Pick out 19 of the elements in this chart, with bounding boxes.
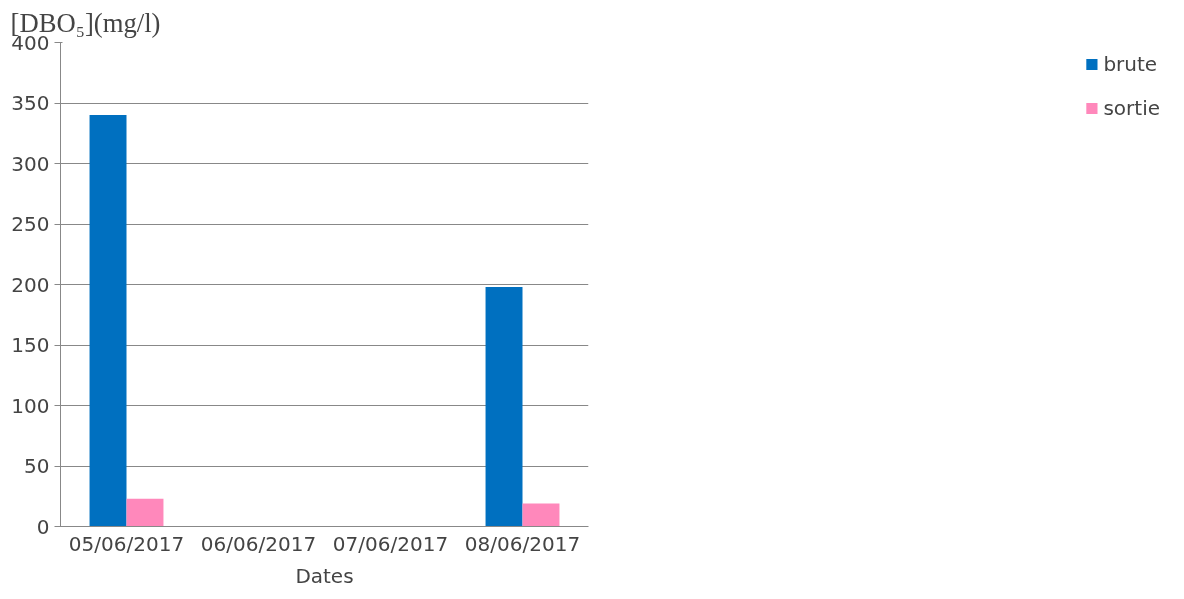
x-tick-label: 06/06/2017 [200, 531, 317, 556]
y-tick-label: 250 [11, 212, 50, 236]
x-tick-label: 07/06/2017 [332, 531, 449, 556]
bar [522, 503, 560, 527]
x-tick-label: 05/06/2017 [68, 531, 185, 556]
x-tick-label: 08/06/2017 [464, 531, 581, 556]
legend-label: brute [1103, 52, 1158, 76]
y-tick-label: 150 [11, 333, 50, 357]
x-axis-title: Dates [295, 563, 354, 588]
legend-label: sortie [1103, 96, 1160, 120]
y-tick-label: 300 [11, 151, 50, 176]
bar [126, 498, 164, 527]
y-tick-label: 100 [11, 393, 50, 418]
bar [485, 286, 523, 527]
y-tick-label: 50 [24, 454, 50, 478]
y-tick-label: 0 [36, 514, 50, 539]
bar [89, 115, 127, 527]
y-tick-label: 350 [11, 91, 50, 115]
y-tick-label: 200 [11, 272, 50, 297]
